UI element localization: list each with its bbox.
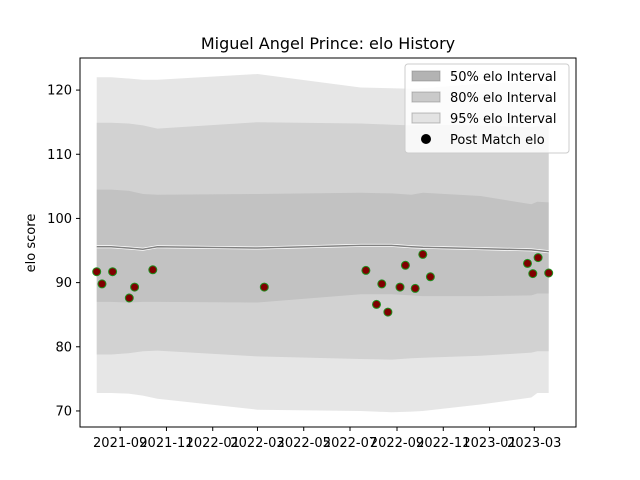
legend-box [404, 63, 570, 154]
x-tick-label: 2023-01 [462, 436, 516, 451]
data-point [148, 265, 158, 275]
legend-label: 95% elo Interval [450, 112, 557, 127]
y-axis-label: elo score [24, 214, 39, 273]
x-tick-label: 2021-09 [93, 436, 147, 451]
data-point [528, 269, 538, 279]
y-tick-label: 70 [55, 404, 72, 419]
legend-swatch [411, 70, 441, 82]
plot-frame [79, 57, 577, 428]
data-point [97, 279, 107, 289]
x-tick-label: 2022-11 [416, 436, 470, 451]
band-80-interval [96, 122, 549, 360]
data-point [130, 282, 140, 292]
interval-bands [96, 74, 549, 413]
x-tick-label: 2022-09 [370, 436, 424, 451]
y-tick-label: 90 [55, 276, 72, 291]
legend: 50% elo Interval 80% elo Interval 95% elo … [404, 63, 570, 154]
data-point [533, 253, 543, 263]
mean-line [96, 244, 549, 253]
x-tick-label: 2022-07 [323, 436, 377, 451]
legend-marker [421, 134, 431, 144]
band-95-interval [96, 74, 549, 413]
data-point [544, 268, 554, 278]
y-tick-label: 110 [47, 148, 72, 163]
data-point [383, 307, 393, 317]
data-point [92, 267, 102, 277]
legend-swatch [411, 91, 441, 103]
post-match-points [92, 249, 554, 317]
x-tick-label: 2021-11 [139, 436, 193, 451]
data-point [400, 260, 410, 270]
legend-swatch [411, 112, 441, 124]
x-tick-label: 2022-03 [230, 436, 284, 451]
y-tick-label: 100 [47, 212, 72, 227]
y-tick-label: 120 [47, 84, 72, 99]
data-point [395, 282, 405, 292]
x-tick-label: 2022-01 [186, 436, 240, 451]
data-point [108, 267, 118, 277]
data-point [377, 279, 387, 289]
legend-label: 50% elo Interval [450, 70, 557, 85]
data-point [418, 249, 428, 259]
chart-title: Miguel Angel Prince: elo History [201, 34, 455, 53]
data-point [425, 272, 435, 282]
legend-label: Post Match elo [450, 133, 545, 148]
legend-label: 80% elo Interval [450, 91, 557, 106]
axes: 7080901001101202021-092021-112022-012022… [47, 57, 577, 451]
x-tick-label: 2022-05 [277, 436, 331, 451]
y-tick-label: 80 [55, 340, 72, 355]
data-point [124, 293, 134, 303]
data-point [372, 299, 381, 309]
data-point [410, 283, 420, 293]
mean-elo-line [96, 243, 549, 254]
data-point [259, 282, 269, 292]
data-point [361, 265, 371, 275]
x-tick-label: 2023-03 [507, 436, 561, 451]
data-point [523, 258, 532, 268]
